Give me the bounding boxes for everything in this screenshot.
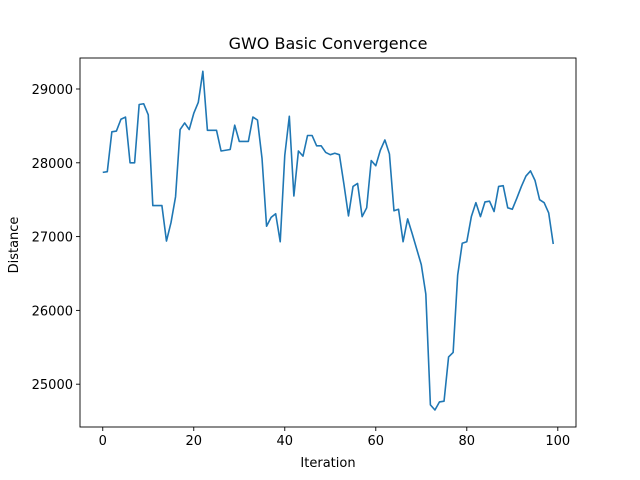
x-tick-label: 40 — [276, 434, 293, 449]
y-tick-label: 29000 — [32, 83, 73, 98]
y-tick-label: 28000 — [32, 157, 73, 172]
plot-area — [79, 57, 577, 428]
x-tick-label: 60 — [368, 434, 385, 449]
series-line — [102, 70, 555, 411]
y-axis-ticks: 25000 26000 27000 28000 29000 — [32, 83, 80, 393]
x-tick-label: 100 — [545, 434, 570, 449]
x-tick-label: 0 — [99, 434, 107, 449]
x-axis-label: Iteration — [300, 456, 355, 471]
y-tick-label: 27000 — [32, 231, 73, 246]
y-tick-label: 26000 — [32, 304, 73, 319]
chart-title: GWO Basic Convergence — [229, 34, 428, 53]
y-axis-label: Distance — [7, 217, 22, 274]
x-axis-ticks: 0 20 40 60 80 100 — [99, 427, 570, 449]
x-tick-label: 20 — [185, 434, 202, 449]
y-tick-label: 25000 — [32, 378, 73, 393]
x-tick-label: 80 — [459, 434, 476, 449]
axes-frame — [79, 57, 577, 428]
